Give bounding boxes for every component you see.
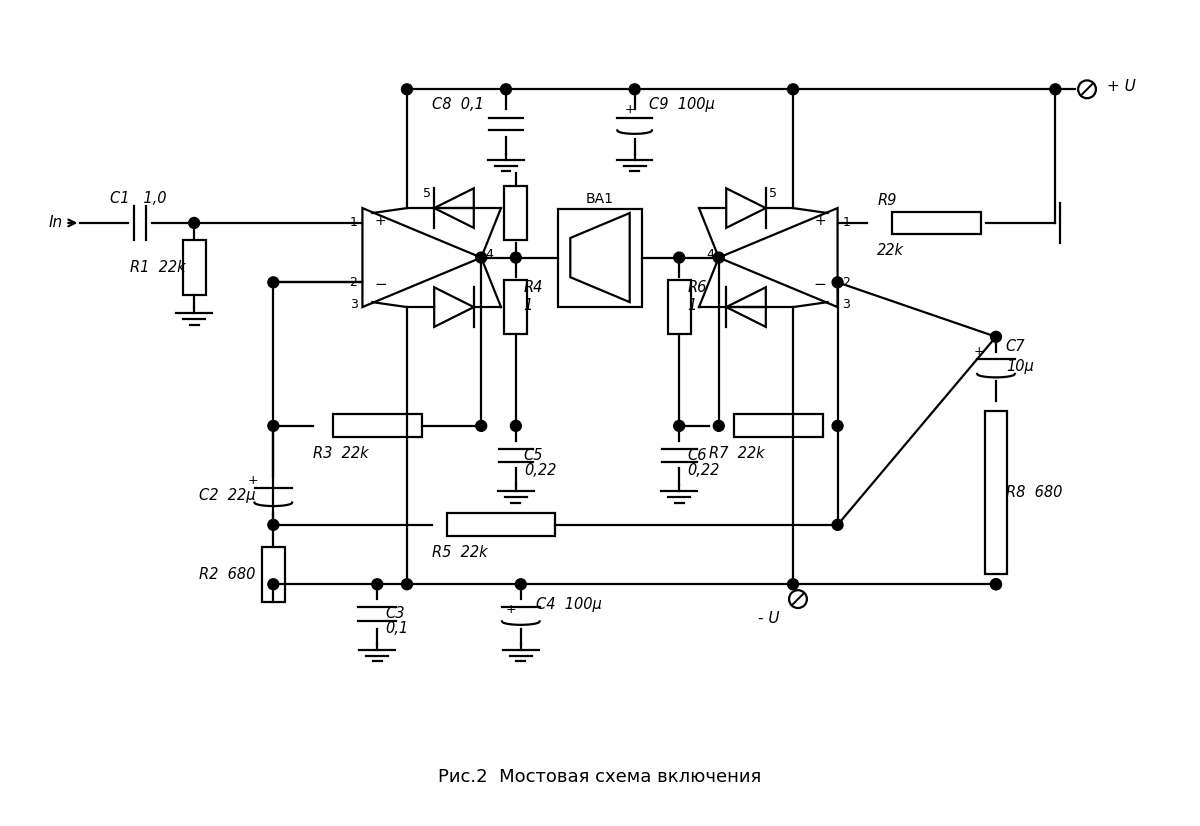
Text: 1: 1 (688, 297, 696, 312)
Bar (332, 415, 422, 437)
Text: R8  680: R8 680 (1006, 485, 1062, 501)
Bar (504, 186, 527, 240)
Text: Рис.2  Мостовая схема включения: Рис.2 Мостовая схема включения (438, 768, 762, 786)
Text: +: + (374, 214, 386, 228)
Bar (504, 280, 527, 335)
Circle shape (832, 277, 844, 287)
Text: +: + (814, 214, 826, 228)
Bar (446, 514, 556, 536)
Circle shape (500, 84, 511, 95)
Text: In: In (48, 216, 62, 230)
Circle shape (787, 84, 798, 95)
Circle shape (372, 579, 383, 590)
Text: 3: 3 (349, 297, 358, 311)
Text: R3  22k: R3 22k (313, 446, 368, 461)
Text: 2: 2 (349, 276, 358, 289)
Text: −: − (374, 277, 388, 292)
Bar (558, 209, 642, 306)
Circle shape (475, 252, 487, 263)
Text: 1: 1 (523, 297, 533, 312)
Circle shape (1050, 84, 1061, 95)
Bar (733, 415, 823, 437)
Text: 1: 1 (842, 216, 851, 230)
Text: R6: R6 (688, 280, 707, 295)
Text: 5: 5 (422, 188, 431, 200)
Text: C6: C6 (688, 448, 707, 463)
Circle shape (990, 331, 1002, 342)
Text: + U: + U (1106, 78, 1135, 94)
Circle shape (402, 579, 413, 590)
Text: R1  22k: R1 22k (130, 260, 186, 275)
Circle shape (510, 420, 521, 431)
Circle shape (673, 252, 685, 263)
Circle shape (475, 420, 487, 431)
Circle shape (510, 252, 521, 263)
Circle shape (713, 420, 725, 431)
Circle shape (268, 277, 278, 287)
Circle shape (268, 520, 278, 530)
Circle shape (787, 579, 798, 590)
Text: +: + (624, 102, 635, 116)
Text: R5  22k: R5 22k (432, 545, 487, 560)
Text: R7  22k: R7 22k (709, 446, 764, 461)
Text: R9: R9 (877, 192, 896, 207)
Text: C1   1,0: C1 1,0 (110, 191, 167, 206)
Circle shape (188, 217, 199, 228)
Text: +: + (973, 345, 984, 358)
Text: - U: - U (758, 611, 780, 626)
Bar (182, 240, 205, 295)
Circle shape (515, 579, 527, 590)
Bar (984, 411, 1007, 574)
Circle shape (268, 579, 278, 590)
Circle shape (268, 420, 278, 431)
Text: C3: C3 (385, 606, 404, 621)
Text: R2  680: R2 680 (199, 567, 256, 582)
Circle shape (832, 420, 844, 431)
Bar (668, 280, 690, 335)
Text: 5: 5 (769, 188, 778, 200)
Circle shape (402, 84, 413, 95)
Text: 0,1: 0,1 (385, 621, 408, 636)
Text: 22k: 22k (877, 243, 904, 259)
Circle shape (673, 420, 685, 431)
Bar (892, 211, 982, 235)
Text: 0,22: 0,22 (688, 463, 720, 478)
Text: 1: 1 (349, 216, 358, 230)
Text: −: − (812, 277, 826, 292)
Bar (262, 547, 284, 601)
Circle shape (990, 579, 1002, 590)
Circle shape (713, 252, 725, 263)
Circle shape (832, 520, 844, 530)
Circle shape (990, 579, 1002, 590)
Text: 2: 2 (842, 276, 851, 289)
Text: 4: 4 (706, 248, 714, 261)
Text: C4  100μ: C4 100μ (535, 596, 601, 611)
Text: BA1: BA1 (586, 192, 614, 206)
Text: +: + (248, 474, 258, 487)
Text: C5: C5 (523, 448, 544, 463)
Text: C2  22μ: C2 22μ (199, 487, 256, 503)
Text: C7: C7 (1006, 339, 1025, 354)
Text: R4: R4 (523, 280, 544, 295)
Text: 10μ: 10μ (1006, 359, 1033, 374)
Text: C9  100μ: C9 100μ (649, 97, 715, 112)
Circle shape (629, 84, 640, 95)
Text: 4: 4 (485, 248, 493, 261)
Text: 3: 3 (842, 297, 851, 311)
Text: +: + (505, 602, 516, 615)
Text: 0,22: 0,22 (523, 463, 556, 478)
Text: C8  0,1: C8 0,1 (432, 97, 484, 112)
